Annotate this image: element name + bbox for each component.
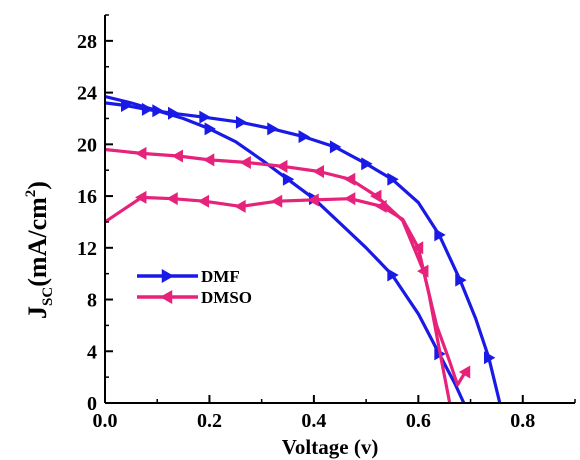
data-point bbox=[168, 106, 180, 120]
x-tick-label: 0.2 bbox=[197, 410, 222, 432]
data-point bbox=[329, 140, 342, 154]
y-tick-label: 8 bbox=[87, 290, 97, 312]
data-point bbox=[276, 159, 288, 173]
data-point bbox=[411, 241, 424, 255]
data-point bbox=[282, 172, 295, 186]
data-point bbox=[135, 146, 147, 160]
series-layer bbox=[104, 94, 502, 404]
y-axis-title-unit: (mA/cm bbox=[23, 197, 52, 287]
data-point bbox=[197, 194, 210, 208]
data-point bbox=[387, 172, 399, 186]
legend-item-dmso: DMSO bbox=[137, 288, 252, 307]
y-axis-title-main: J bbox=[23, 306, 52, 319]
y-axis-title-sub: SC bbox=[40, 287, 56, 306]
data-point bbox=[199, 110, 211, 124]
data-point bbox=[171, 149, 183, 163]
series-dmso bbox=[104, 146, 471, 404]
data-point bbox=[312, 164, 324, 178]
y-axis-title-sup: 2 bbox=[23, 190, 39, 198]
data-point bbox=[361, 157, 373, 171]
data-point bbox=[343, 192, 356, 206]
y-tick-label: 16 bbox=[77, 186, 97, 208]
series-line bbox=[104, 147, 467, 387]
x-tick-label: 0.6 bbox=[406, 410, 431, 432]
data-point bbox=[434, 228, 446, 242]
series-dmf bbox=[104, 94, 502, 404]
data-point bbox=[370, 189, 382, 203]
legend-marker bbox=[160, 290, 173, 304]
x-tick-label: 0.8 bbox=[510, 410, 535, 432]
data-point bbox=[135, 190, 147, 204]
legend-marker bbox=[161, 269, 174, 283]
data-point bbox=[375, 199, 387, 213]
legend-label: DMSO bbox=[201, 288, 252, 307]
y-tick-label: 24 bbox=[77, 83, 97, 105]
data-point bbox=[455, 273, 467, 287]
legend-label: DMF bbox=[201, 267, 240, 286]
data-point bbox=[239, 155, 251, 169]
data-point bbox=[202, 153, 215, 167]
data-point bbox=[483, 351, 496, 365]
data-point bbox=[343, 172, 356, 186]
data-point bbox=[235, 115, 248, 129]
series-line bbox=[104, 195, 452, 404]
data-point bbox=[298, 130, 310, 144]
data-point bbox=[387, 268, 399, 282]
y-tick-label: 28 bbox=[77, 31, 97, 53]
y-tick-label: 20 bbox=[77, 134, 97, 156]
y-axis-title: JSC(mA/cm2) bbox=[23, 181, 56, 319]
legend-item-dmf: DMF bbox=[137, 267, 240, 286]
data-point bbox=[267, 122, 279, 136]
svg-text:JSC(mA/cm2): JSC(mA/cm2) bbox=[23, 181, 56, 319]
y-tick-label: 12 bbox=[77, 238, 97, 260]
data-point bbox=[204, 122, 216, 136]
data-point bbox=[307, 193, 319, 207]
data-point bbox=[458, 365, 471, 379]
data-point bbox=[166, 192, 178, 206]
y-tick-label: 0 bbox=[87, 393, 97, 415]
series-line bbox=[104, 94, 466, 404]
legend: DMF DMSO bbox=[137, 267, 252, 307]
y-tick-label: 4 bbox=[87, 341, 97, 363]
y-axis-title-close: ) bbox=[23, 181, 52, 190]
data-point bbox=[234, 199, 246, 213]
x-tick-label: 0.0 bbox=[93, 410, 118, 432]
axes: 0.0 0.2 0.4 0.6 0.8 0 4 8 12 16 20 24 28 bbox=[77, 14, 576, 432]
x-axis-title: Voltage (v) bbox=[282, 435, 379, 459]
x-tick-label: 0.4 bbox=[301, 410, 326, 432]
data-point bbox=[270, 194, 283, 208]
data-point bbox=[152, 104, 164, 118]
